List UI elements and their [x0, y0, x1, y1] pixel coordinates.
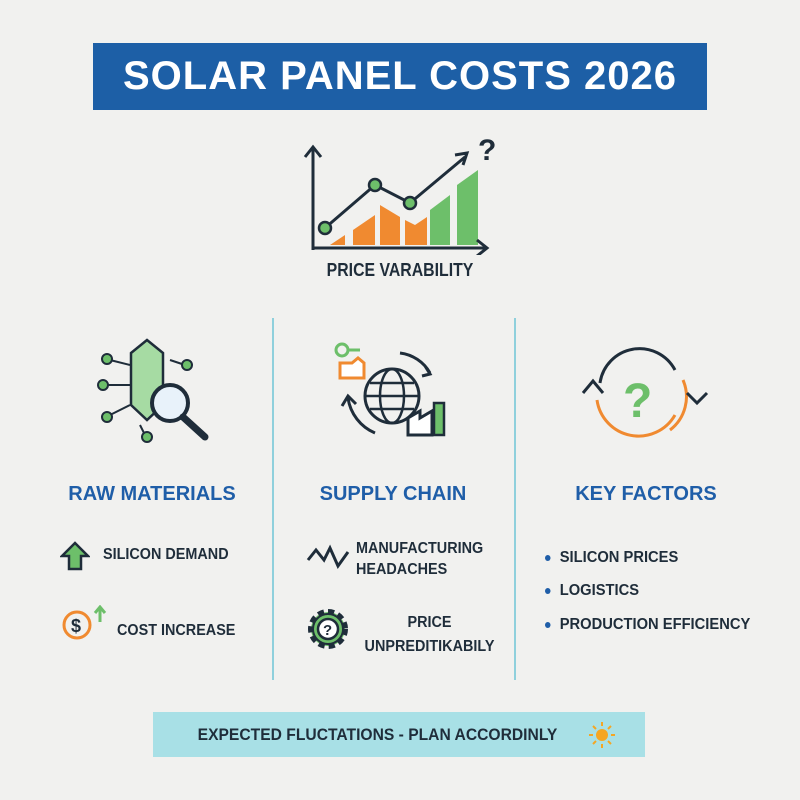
bullet-dot	[545, 555, 551, 561]
item-cost-increase: COST INCREASE	[117, 622, 236, 639]
banner-text: EXPECTED FLUCTATIONS - PLAN ACCORDINLY	[198, 724, 558, 744]
cycle-question-icon: ?	[581, 347, 709, 438]
sun-icon	[588, 721, 615, 748]
gear-question-icon: ?	[308, 609, 348, 649]
up-arrow-icon	[60, 541, 90, 571]
svg-text:?: ?	[323, 622, 332, 639]
key-factors-heading: KEY FACTORS	[575, 483, 717, 505]
bullet-silicon-prices: SILICON PRICES	[545, 549, 678, 567]
svg-text:?: ?	[478, 134, 496, 167]
bullet-dot	[545, 588, 551, 594]
supply-chain-globe-icon	[334, 342, 446, 437]
column-divider	[272, 318, 274, 680]
bullet-production-efficiency: PRODUCTION EFFICIENCY	[545, 616, 750, 634]
zigzag-icon	[306, 544, 350, 570]
supply-chain-heading: SUPPLY CHAIN	[319, 483, 467, 505]
column-divider	[514, 318, 516, 680]
bullet-text: PRODUCTION EFFICIENCY	[559, 616, 751, 633]
bottom-banner: EXPECTED FLUCTATIONS - PLAN ACCORDINLY	[153, 712, 645, 757]
svg-text:?: ?	[623, 375, 652, 428]
bullet-text: SILICON PRICES	[559, 549, 679, 566]
bullet-logistics: LOGISTICS	[545, 582, 639, 600]
chart-label: PRICE VARABILITY	[326, 260, 474, 280]
bullet-text: LOGISTICS	[559, 582, 640, 599]
bullet-dot	[545, 622, 551, 628]
item-price-unpredictability: PRICE UNPREDITIKABILY	[364, 614, 495, 655]
svg-text:$: $	[71, 616, 81, 636]
dollar-up-icon: $	[62, 605, 107, 640]
price-chart-icon: ?	[303, 134, 496, 255]
crystal-magnifier-icon	[97, 338, 209, 443]
raw-materials-heading: RAW MATERIALS	[68, 483, 236, 505]
page-title: SOLAR PANEL COSTS 2026	[93, 43, 707, 110]
item-silicon-demand: SILICON DEMAND	[103, 546, 229, 563]
item-manufacturing-headaches: MANUFACTURING HEADACHES	[356, 540, 484, 578]
